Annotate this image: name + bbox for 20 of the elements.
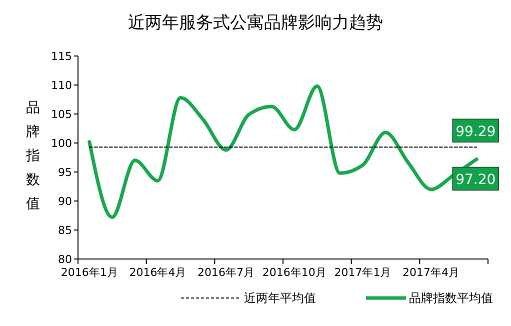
y-tick-label: 85 xyxy=(58,224,72,237)
legend-label: 近两年平均值 xyxy=(244,291,316,306)
data-label: 97.20 xyxy=(456,172,496,188)
y-tick-label: 80 xyxy=(58,252,72,266)
legend-label: 品牌指数平均值 xyxy=(409,291,493,306)
x-tick-label: 2016年4月 xyxy=(129,266,186,279)
y-tick-label: 105 xyxy=(51,108,72,121)
x-tick-label: 2016年1月 xyxy=(60,266,118,279)
y-tick-label: 115 xyxy=(51,50,72,63)
x-tick-label: 2017年4月 xyxy=(402,266,460,279)
data-label: 99.29 xyxy=(456,124,496,140)
y-tick-label: 95 xyxy=(58,166,72,179)
y-tick-label: 110 xyxy=(51,78,72,92)
y-tick-label: 90 xyxy=(58,194,72,208)
chart-title: 近两年服务式公寓品牌影响力趋势 xyxy=(128,13,383,33)
y-axis-title: 品牌指数值 xyxy=(25,100,40,212)
x-tick-label: 2016年10月 xyxy=(262,266,326,279)
y-tick-label: 100 xyxy=(51,136,72,150)
x-tick-label: 2017年1月 xyxy=(334,266,392,279)
x-tick-label: 2016年7月 xyxy=(198,266,255,279)
